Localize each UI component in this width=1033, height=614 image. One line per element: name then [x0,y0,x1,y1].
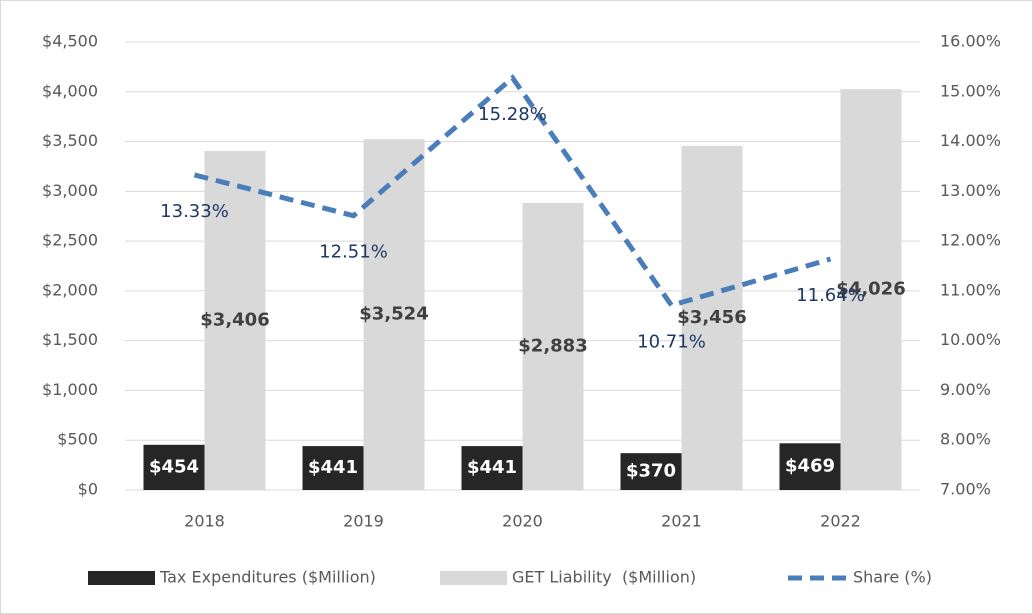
y-tick-label: $3,500 [42,131,98,150]
bar [461,446,523,490]
bar [779,443,841,490]
y-tick-label: $0 [78,480,98,499]
line-value-label: 10.71% [637,331,706,352]
y-tick-label: $3,000 [42,181,98,200]
y-tick-label: $2,000 [42,280,98,299]
bar-value-label: $4,026 [836,279,905,300]
y2-tick-label: 12.00% [940,231,1001,250]
bar-value-label: $454 [149,456,199,477]
share-line [193,74,832,309]
bar [302,446,364,490]
x-tick-label: 2022 [820,512,861,531]
y2-tick-label: 8.00% [940,430,991,449]
bar [204,150,266,491]
bar [620,453,682,490]
line-value-label: 13.33% [160,201,229,222]
y-tick-label: $2,500 [42,231,98,250]
bar [363,139,425,490]
y-tick-label: $4,500 [42,32,98,51]
bar [143,444,205,490]
x-tick-label: 2019 [343,512,384,531]
line-value-label: 11.64% [796,285,865,306]
line-value-label: 12.51% [319,242,388,263]
y2-tick-label: 14.00% [940,131,1001,150]
bar-value-label: $3,406 [200,309,269,330]
y2-tick-label: 13.00% [940,181,1001,200]
bar-value-label: $370 [626,461,676,482]
legend-label: GET Liability ($Million) [512,568,696,587]
y2-tick-label: 16.00% [940,32,1001,51]
bar [840,89,902,490]
y2-tick-label: 7.00% [940,480,991,499]
y-tick-label: $1,000 [42,380,98,399]
y2-tick-label: 9.00% [940,380,991,399]
legend-swatch [440,571,507,585]
bar-value-label: $441 [308,457,358,478]
y2-tick-label: 15.00% [940,81,1001,100]
bar [681,145,743,490]
y2-tick-label: 11.00% [940,280,1001,299]
x-tick-label: 2021 [661,512,702,531]
bar-value-label: $469 [785,456,835,477]
y-tick-label: $1,500 [42,330,98,349]
legend-label: Tax Expenditures ($Million) [159,568,376,587]
bar-value-label: $441 [467,457,517,478]
y-tick-label: $500 [57,430,98,449]
bar-value-label: $2,883 [518,335,587,356]
bar-value-label: $3,456 [677,307,746,328]
line-value-label: 15.28% [478,104,547,125]
bar [522,202,584,491]
x-tick-label: 2018 [184,512,225,531]
bar-value-label: $3,524 [359,304,428,325]
legend-swatch [88,571,155,585]
y2-tick-label: 10.00% [940,330,1001,349]
y-tick-label: $4,000 [42,81,98,100]
x-tick-label: 2020 [502,512,543,531]
legend-label: Share (%) [853,568,932,587]
